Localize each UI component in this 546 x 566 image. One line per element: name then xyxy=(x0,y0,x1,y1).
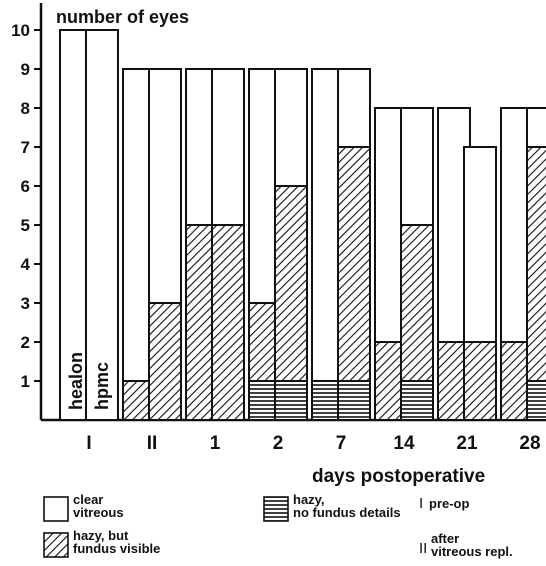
x-tick-label: 7 xyxy=(336,433,347,454)
bar-segment-clear xyxy=(85,29,119,421)
bar-segment-hazy-fundus-visible xyxy=(148,302,182,421)
x-tick-label: I xyxy=(86,433,91,454)
legend-swatch-hazy-fundus-visible xyxy=(43,532,69,558)
x-tick-label: 28 xyxy=(519,433,540,454)
bar-segment-hazy-fundus-visible xyxy=(274,185,308,382)
bar-segment-hazy-no-fundus xyxy=(274,380,308,421)
y-tick-label: 7 xyxy=(21,138,30,157)
y-tick-label: 3 xyxy=(21,294,30,313)
bar-series-name: healon xyxy=(66,352,86,410)
x-tick-label: 14 xyxy=(393,433,415,454)
legend-swatch-hazy-no-fundus xyxy=(263,496,289,522)
y-tick-label: 5 xyxy=(21,216,30,235)
bar-segment-clear xyxy=(463,146,497,343)
x-tick-label: II xyxy=(147,433,158,454)
legend-label: clear xyxy=(73,492,103,507)
y-tick-label: 2 xyxy=(21,333,30,352)
legend-label: no fundus details xyxy=(293,505,401,520)
chart-title: number of eyes xyxy=(56,7,189,27)
legend-label: after xyxy=(431,531,459,546)
legend-label: fundus visible xyxy=(73,541,160,556)
legend-label: hazy, but xyxy=(73,528,129,543)
legend-swatch-clear xyxy=(43,496,69,522)
bar-segment-clear xyxy=(148,68,182,304)
bar-segment-hazy-fundus-visible xyxy=(463,341,497,421)
bar-segment-clear xyxy=(400,107,434,226)
bar-segment-hazy-no-fundus xyxy=(337,380,371,421)
bar-segment-hazy-fundus-visible xyxy=(211,224,245,421)
x-tick-label: 2 xyxy=(273,433,284,454)
legend-label: hazy, xyxy=(293,492,325,507)
y-tick-label: 4 xyxy=(21,255,31,274)
bar-series-name: hpmc xyxy=(92,362,112,410)
y-ticks: 1 2 3 4 5 6 7 8 9 10 xyxy=(11,21,41,391)
bar-segment-clear xyxy=(526,107,546,148)
x-tick-label: 21 xyxy=(456,433,478,454)
y-tick-label: 1 xyxy=(21,372,30,391)
x-tick-label: 1 xyxy=(210,433,221,454)
bar-segment-hazy-fundus-visible xyxy=(337,146,371,382)
legend-label: vitreous repl. xyxy=(431,544,513,559)
bar-segment-clear xyxy=(337,68,371,148)
y-tick-label: 8 xyxy=(21,99,30,118)
bar-segment-hazy-fundus-visible xyxy=(400,224,434,382)
y-tick-label: 10 xyxy=(11,21,30,40)
bar-segment-hazy-fundus-visible xyxy=(526,146,546,382)
bar-segment-hazy-no-fundus xyxy=(526,380,546,421)
y-tick-label: 6 xyxy=(21,177,30,196)
legend-marker: II xyxy=(419,540,427,557)
legend-label: vitreous xyxy=(73,505,124,520)
x-ticks: I II 1 2 7 14 21 28 xyxy=(86,433,540,454)
bar-segment-clear xyxy=(211,68,245,226)
legend-label: pre-op xyxy=(429,496,470,511)
x-axis-label: days postoperative xyxy=(312,466,485,487)
bar-segment-clear xyxy=(274,68,308,187)
y-tick-label: 9 xyxy=(21,60,30,79)
legend-marker: I xyxy=(419,495,423,512)
bars: healon hpmc xyxy=(59,29,546,421)
bar-segment-hazy-no-fundus xyxy=(400,380,434,421)
